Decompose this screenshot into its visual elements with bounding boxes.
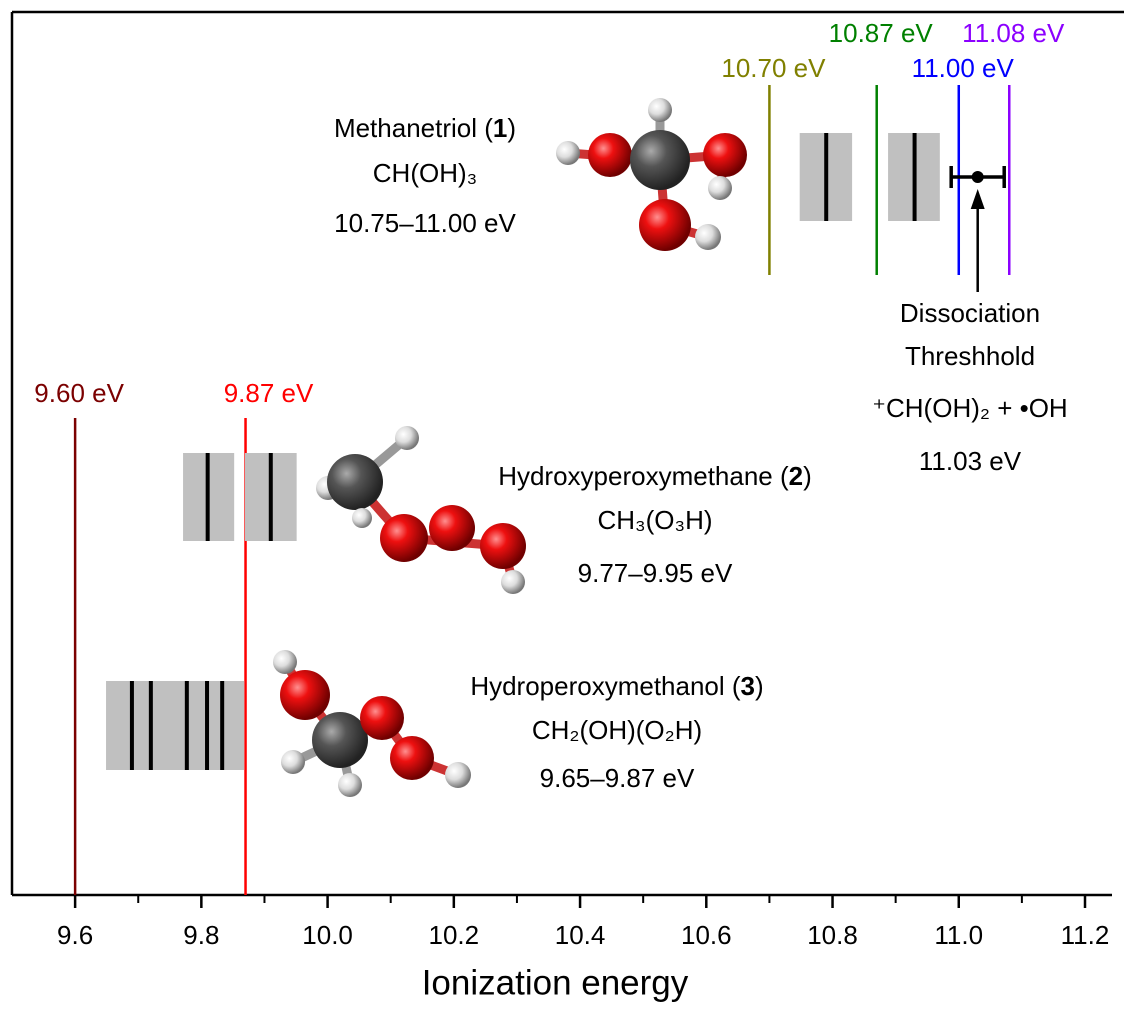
molecule-name: Hydroperoxymethanol (3) [470,671,763,701]
reference-label: 10.87 eV [829,18,934,48]
molecule-name-part: ) [507,113,516,143]
x-tick-label: 10.8 [807,920,858,950]
molecule-name: Hydroxyperoxymethane (2) [498,461,812,491]
chart: Ionization energy 9.6 9.8 10.0 10.2 10.4 10.6… [0,0,1124,1024]
molecule-formula: CH₂(OH)(O₂H) [532,715,702,745]
molecule-formula: CH₃(O₃H) [597,505,712,535]
molecule-name-part: ) [803,461,812,491]
reference-label: 10.70 eV [721,53,826,83]
reference-label: 11.00 eV [912,53,1015,83]
x-tick-label: 10.0 [302,920,353,950]
molecule-range: 9.77–9.95 eV [578,558,733,588]
x-tick-label: 10.6 [681,920,732,950]
molecule-name-part: Methanetriol ( [334,113,493,143]
reference-label: 9.87 eV [224,378,314,408]
x-tick-label: 9.6 [57,920,93,950]
x-axis-label: Ionization energy [422,963,689,1002]
molecule-range: 10.75–11.00 eV [334,208,516,238]
reference-label: 11.08 eV [962,18,1065,48]
molecule-range: 9.65–9.87 eV [540,763,695,793]
molecule-name-part: Hydroperoxymethanol ( [470,671,741,701]
x-tick-label: 10.4 [555,920,606,950]
x-tick-label: 11.2 [1061,920,1110,950]
threshold-text: ⁺CH(OH)₂ + •OH [872,393,1067,423]
threshold-text: Threshhold [905,341,1035,371]
molecule-name-part: ) [755,671,764,701]
threshold-point [972,171,984,183]
arrow-head [971,189,985,209]
molecule-name-part: Hydroxyperoxymethane ( [498,461,789,491]
x-tick-label: 9.8 [183,920,219,950]
x-tick-label: 10.2 [429,920,480,950]
threshold-text: Dissociation [900,298,1040,328]
molecule-name-part: 1 [493,113,507,143]
molecule-name-part: 2 [789,461,803,491]
reference-label: 9.60 eV [34,378,124,408]
molecule-2 [316,426,526,594]
x-tick-label: 11.0 [934,920,983,950]
molecule-1 [556,98,747,251]
molecule-name-part: 3 [741,671,755,701]
molecule-3 [273,650,471,797]
molecule-formula: CH(OH)₃ [373,158,477,188]
threshold-value-label: 11.03 eV [919,446,1022,476]
molecule-name: Methanetriol (1) [334,113,516,143]
